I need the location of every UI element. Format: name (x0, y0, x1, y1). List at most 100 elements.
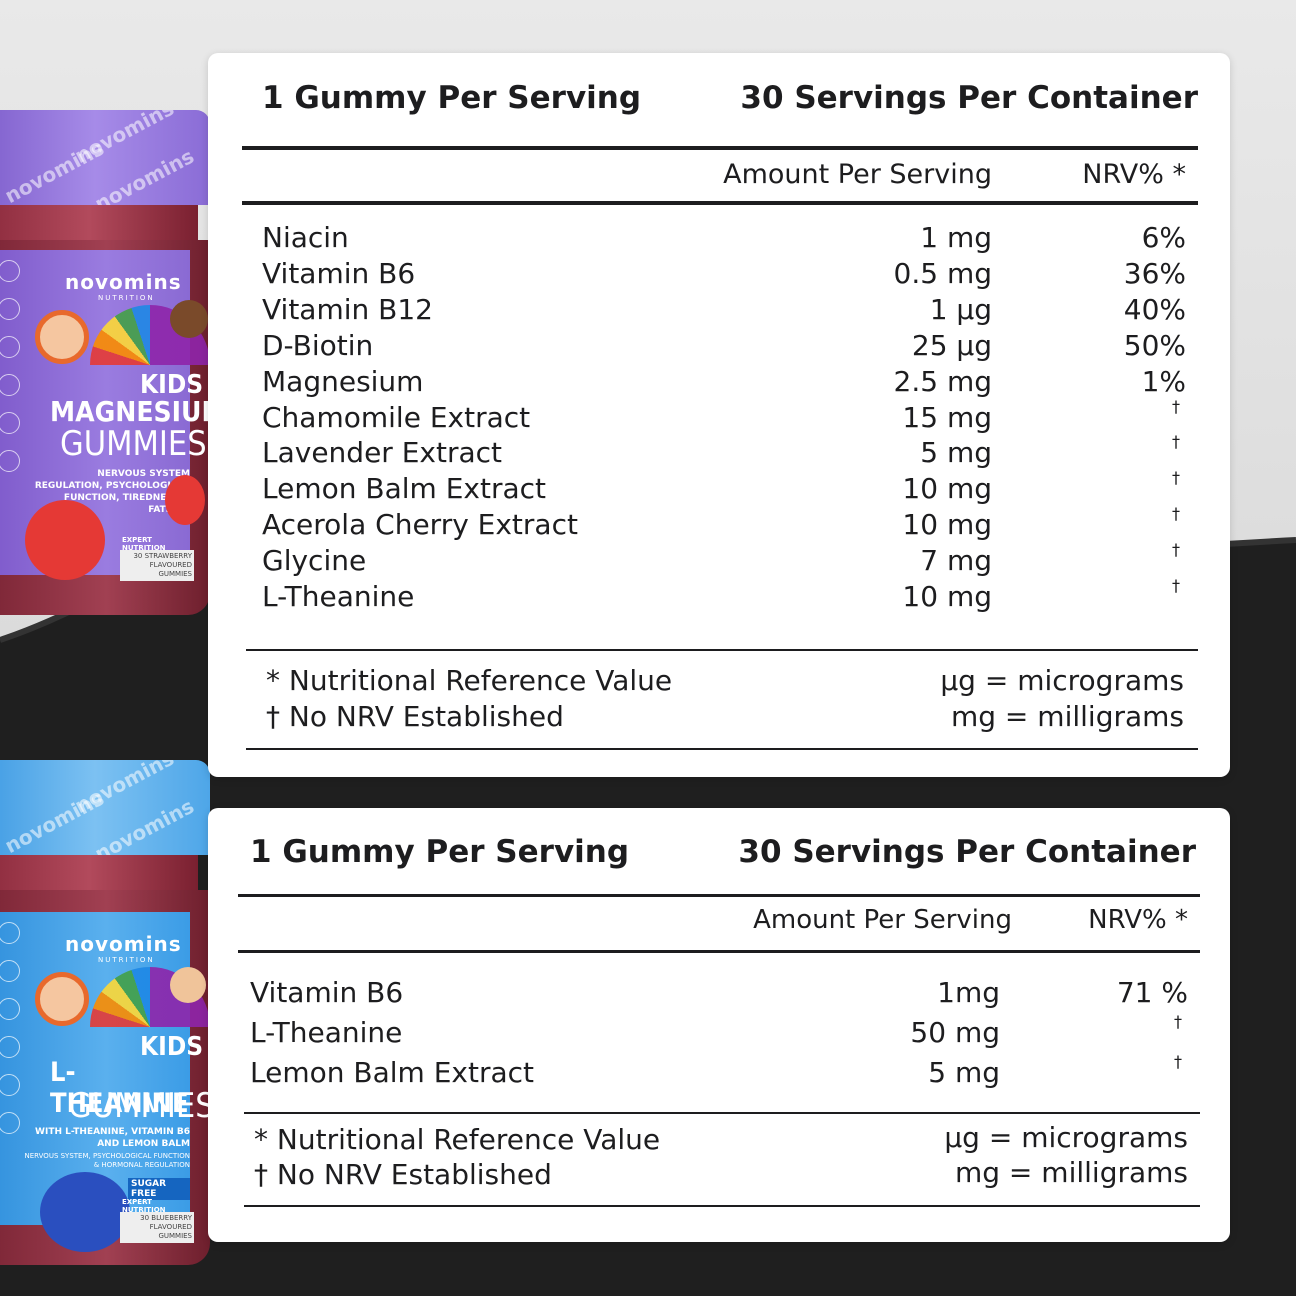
table-row: Chamomile Extract 15 mg † (208, 397, 1230, 437)
servings-per-container: 30 Servings Per Container (738, 834, 1196, 870)
divider (244, 1112, 1200, 1114)
nutrient-nrv: † (1172, 432, 1180, 452)
table-row: Acerola Cherry Extract 10 mg † (208, 504, 1230, 544)
nutrient-nrv: † (1172, 576, 1180, 595)
nutrient-name: Acerola Cherry Extract (262, 508, 578, 542)
nutrient-nrv: 6% (1141, 221, 1186, 254)
serving-size: 1 Gummy Per Serving (250, 834, 630, 870)
unit-micrograms: µg = micrograms (944, 1121, 1188, 1154)
nutrient-amount: 7 mg (920, 544, 992, 578)
jar-title-product: L-THEANINE (50, 1057, 189, 1119)
nutrient-nrv: 36% (1123, 256, 1186, 290)
strawberry-mascot (165, 475, 205, 525)
divider (244, 1205, 1200, 1207)
nutrient-nrv: 50% (1123, 328, 1186, 362)
nutrient-amount: 2.5 mg (893, 364, 992, 398)
nutrient-nrv: 71 % (1116, 976, 1188, 1009)
jar-label: novomins NUTRITION KIDS L-THEANINE GUMMI… (0, 912, 210, 1252)
nutrient-amount: 10 mg (902, 508, 992, 542)
jar-title-gummies: GUMMIES (60, 424, 207, 464)
nutrient-name: Vitamin B6 (262, 256, 416, 290)
nutrient-name: Niacin (262, 221, 349, 254)
child-illustration (35, 972, 89, 1026)
table-row: Lavender Extract 5 mg † (208, 432, 1230, 472)
footnote-no-nrv: † No NRV Established (254, 1158, 552, 1191)
nutrient-amount: 25 µg (911, 328, 992, 362)
table-row: L-Theanine 10 mg † (208, 576, 1230, 616)
footnote-no-nrv: † No NRV Established (266, 700, 564, 733)
column-header-nrv: NRV% * (1082, 159, 1186, 190)
footnote-nrv: * Nutritional Reference Value (254, 1123, 661, 1156)
divider (246, 748, 1198, 750)
nutrient-name: Vitamin B6 (250, 976, 404, 1009)
nutrient-amount: 5 mg (920, 436, 992, 470)
table-row: Vitamin B6 1mg 71 % (208, 976, 1230, 1012)
child-illustration (170, 967, 206, 1003)
unit-micrograms: µg = micrograms (940, 664, 1184, 697)
jar-description: WITH L-THEANINE, VITAMIN B6 AND LEMON BA… (35, 1127, 190, 1149)
child-illustration (35, 310, 89, 364)
blueberry-mascot (40, 1172, 130, 1252)
divider (242, 146, 1198, 150)
nutrient-amount: 50 mg (910, 1016, 1000, 1049)
nutrient-amount: 5 mg (928, 1056, 1000, 1089)
jar-count: 30 STRAWBERRY FLAVOURED GUMMIES (120, 550, 194, 581)
nutrient-name: D-Biotin (262, 328, 374, 362)
table-row: Niacin 1 mg 6% (208, 221, 1230, 257)
nutrient-name: Vitamin B12 (262, 292, 433, 326)
jar-lid: novomins novomins novomins (0, 110, 210, 216)
divider (238, 894, 1200, 897)
nutrient-nrv: 40% (1123, 292, 1186, 326)
unit-milligrams: mg = milligrams (950, 700, 1184, 733)
footnote-nrv: * Nutritional Reference Value (266, 664, 673, 697)
jar-title-kids: KIDS (140, 370, 204, 400)
column-header-nrv: NRV% * (1088, 905, 1188, 935)
product-jar-magnesium: novomins novomins novomins novomins NUTR… (0, 110, 210, 615)
table-row: Lemon Balm Extract 10 mg † (208, 468, 1230, 508)
nutrient-name: Lemon Balm Extract (262, 472, 546, 506)
nutrient-name: Lemon Balm Extract (250, 1056, 534, 1089)
table-row: L-Theanine 50 mg † (208, 1012, 1230, 1052)
nutrient-nrv: 1% (1141, 364, 1186, 398)
jar-lid: novomins novomins novomins (0, 760, 210, 866)
jar-brand: novomins (65, 270, 182, 294)
nutrient-nrv: † (1174, 1012, 1182, 1031)
nutrient-name: Magnesium (262, 364, 424, 398)
nutrient-nrv: † (1174, 1052, 1182, 1071)
table-row: Glycine 7 mg † (208, 540, 1230, 580)
nutrient-nrv: † (1172, 504, 1180, 524)
table-row: Lemon Balm Extract 5 mg † (208, 1052, 1230, 1092)
divider (246, 649, 1198, 651)
nutrient-amount: 10 mg (902, 580, 992, 613)
table-row: D-Biotin 25 µg 50% (208, 329, 1230, 365)
column-header-amount: Amount Per Serving (723, 159, 992, 190)
supplement-facts-card-bottom: 1 Gummy Per Serving 30 Servings Per Cont… (208, 808, 1230, 1242)
table-row: Vitamin B12 1 µg 40% (208, 293, 1230, 329)
nutrient-name: L-Theanine (250, 1016, 403, 1049)
table-row: Magnesium 2.5 mg 1% (208, 365, 1230, 401)
nutrient-name: Chamomile Extract (262, 400, 531, 434)
nutrient-name: L-Theanine (262, 580, 415, 613)
product-jar-l-theanine: novomins novomins novomins novomins NUTR… (0, 760, 210, 1265)
jar-title-product: MAGNESIUM (50, 395, 210, 428)
jar-label: novomins NUTRITION KIDS MAGNESIUM GUMMIE… (0, 250, 210, 581)
nutrient-name: Glycine (262, 544, 367, 578)
supplement-facts-card-top: 1 Gummy Per Serving 30 Servings Per Cont… (208, 53, 1230, 777)
nutrient-nrv: † (1172, 468, 1180, 488)
servings-per-container: 30 Servings Per Container (740, 80, 1198, 116)
jar-count: 30 BLUEBERRY FLAVOURED GUMMIES (120, 1212, 194, 1243)
sugar-free-badge: SUGAR FREE (128, 1178, 190, 1200)
nutrient-amount: 1mg (937, 976, 1000, 1009)
nutrient-amount: 1 µg (929, 292, 992, 326)
nutrient-amount: 10 mg (902, 472, 992, 506)
serving-size: 1 Gummy Per Serving (262, 80, 642, 116)
divider (238, 950, 1200, 953)
jar-title-kids: KIDS (140, 1032, 204, 1062)
nutrient-name: Lavender Extract (262, 436, 502, 470)
jar-title-gummies: GUMMIES (68, 1086, 210, 1126)
nutrient-nrv: † (1172, 540, 1180, 560)
nutrient-amount: 1 mg (920, 221, 992, 254)
nutrient-nrv: † (1172, 396, 1180, 416)
table-row: Vitamin B6 0.5 mg 36% (208, 257, 1230, 293)
unit-milligrams: mg = milligrams (954, 1156, 1188, 1189)
